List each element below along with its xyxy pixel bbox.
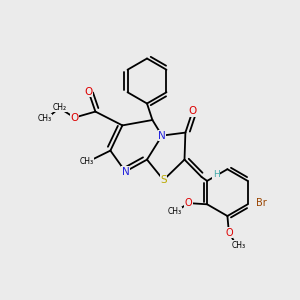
- Text: O: O: [188, 106, 197, 116]
- Text: CH₃: CH₃: [80, 157, 94, 166]
- Text: O: O: [225, 227, 233, 238]
- Text: H: H: [213, 170, 219, 179]
- Text: O: O: [185, 198, 192, 208]
- Text: Br: Br: [256, 198, 266, 208]
- Text: N: N: [158, 130, 166, 141]
- Text: O: O: [84, 86, 93, 97]
- Text: CH₃: CH₃: [38, 114, 52, 123]
- Text: S: S: [160, 175, 167, 185]
- Text: O: O: [70, 112, 79, 123]
- Text: CH₂: CH₂: [52, 103, 67, 112]
- Text: CH₃: CH₃: [167, 207, 182, 216]
- Text: N: N: [122, 167, 129, 177]
- Text: CH₃: CH₃: [232, 241, 246, 250]
